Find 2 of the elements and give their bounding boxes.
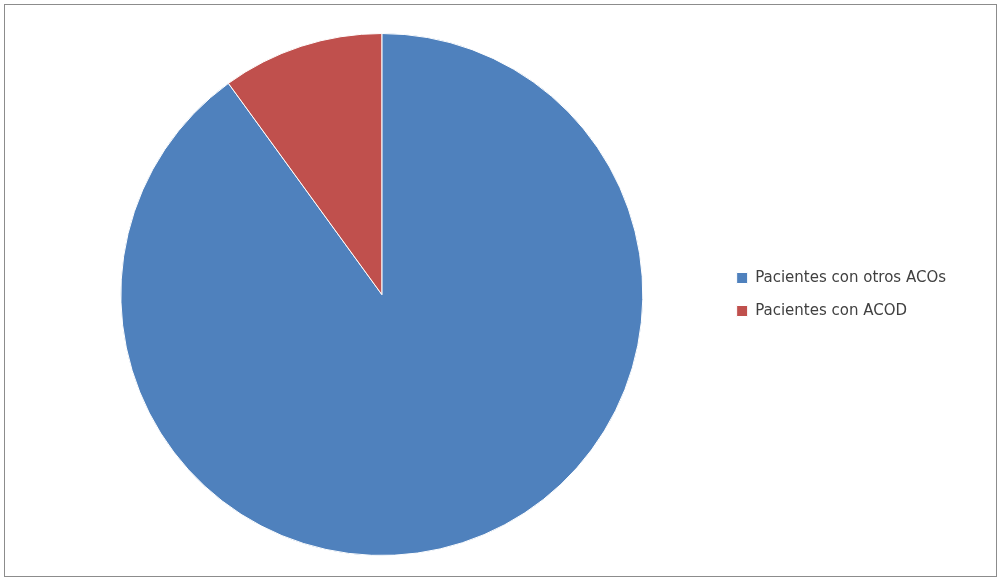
legend-label: Pacientes con otros ACOs — [755, 267, 947, 286]
legend-label: Pacientes con ACOD — [755, 300, 908, 319]
